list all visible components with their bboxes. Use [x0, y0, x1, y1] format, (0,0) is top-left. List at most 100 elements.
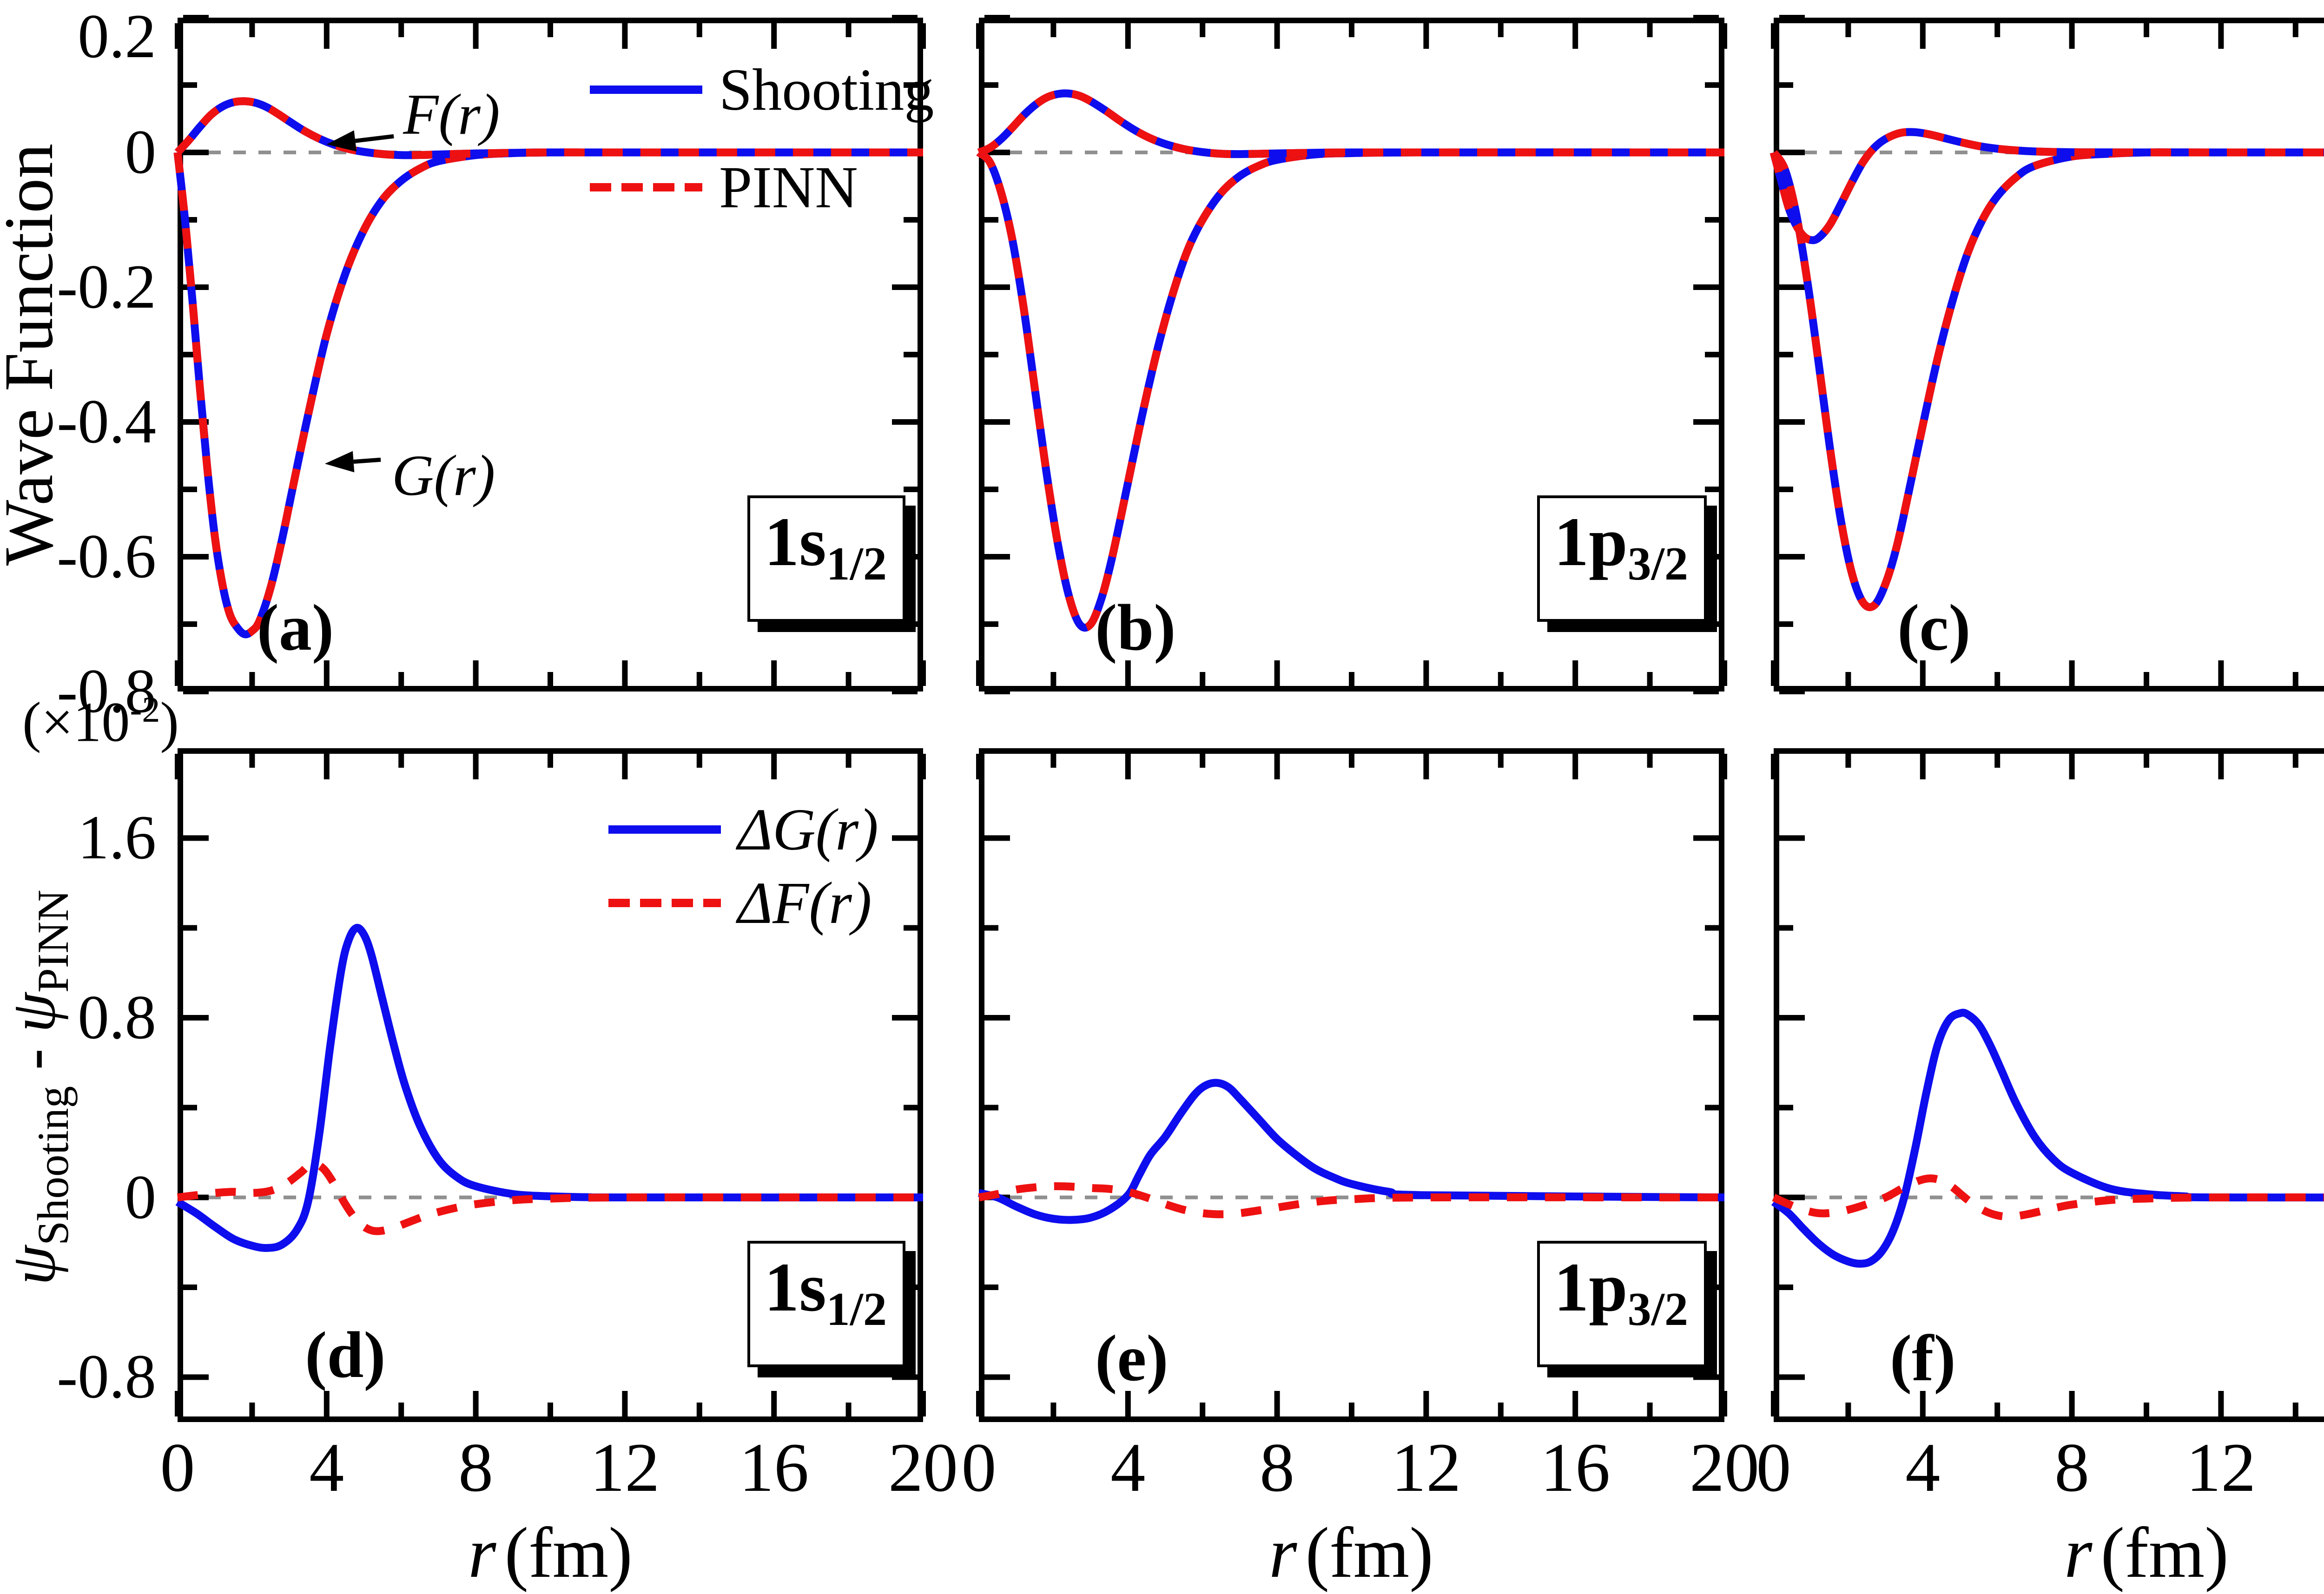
annotation-arrow-line	[353, 457, 381, 464]
x-tick-label-4: 4	[1905, 1429, 1941, 1506]
y-tick-label--0.8: -0.8	[57, 1342, 156, 1412]
state-main: 1s	[764, 1249, 826, 1326]
x-tick-label-20: 20	[1690, 1429, 1759, 1506]
panel-1s12-difference: ΔG(r) ΔF(r) 1s1/2 (d)	[175, 748, 926, 1422]
state-main: 1p	[1554, 503, 1628, 580]
legend-item-ΔF(r): ΔF(r)	[608, 868, 878, 938]
panel-letter-a: (a)	[257, 591, 334, 665]
panel-1p12-wavefunction: 1p1/2(c)	[1769, 15, 2324, 694]
y-tick-label-0.2: 0.2	[78, 2, 156, 71]
legend-item-Shooting: Shooting	[590, 55, 934, 125]
legend-item-PINN: PINN	[590, 152, 934, 222]
x-axis-variable: r	[1269, 1513, 1297, 1593]
legend-label: PINN	[719, 154, 858, 220]
plot-frame	[979, 18, 1724, 692]
annotation-arrow-line	[355, 134, 394, 143]
y-tick-label--0.4: -0.4	[57, 387, 156, 456]
multiplier-post: )	[160, 691, 179, 754]
curve-pinn-F(r)	[1769, 128, 2324, 244]
annotation-text: F(r)	[403, 83, 500, 147]
state-subscript: 1/2	[826, 538, 887, 590]
plot-canvas-b	[976, 15, 1727, 694]
panel-letter-f: (f)	[1889, 1321, 1956, 1395]
curve-pinn-F(r)	[977, 89, 1724, 158]
y-tick-label-0: 0	[125, 1162, 157, 1232]
legend-item-ΔG(r): ΔG(r)	[608, 795, 878, 864]
curve-shooting-G(r)	[1770, 148, 2324, 612]
row1-y-axis-title: Wave Function	[0, 143, 67, 566]
solid-line-sample	[608, 825, 721, 834]
psi-pinn-subscript: PINN	[28, 889, 78, 993]
x-axis-title-left: r (fm)	[468, 1511, 633, 1594]
curve-shooting-ΔG(r)	[1771, 1008, 2324, 1268]
curve-pinn-ΔF(r)	[978, 1182, 1725, 1219]
panel-letter-d: (d)	[305, 1318, 386, 1391]
curve-pinn-G(r)	[976, 148, 1725, 632]
state-subscript: 1/2	[826, 1283, 887, 1336]
panel-letter-e: (e)	[1095, 1321, 1169, 1395]
x-axis-unit: (fm)	[2100, 1513, 2229, 1593]
state-badge-1p3/2: 1p3/2	[1537, 1241, 1707, 1367]
plot-canvas-c	[1769, 15, 2324, 694]
plot-canvas-d	[175, 748, 926, 1422]
legend: ΔG(r) ΔF(r)	[608, 795, 878, 938]
state-subscript: 3/2	[1627, 538, 1688, 590]
y-tick-label-0.8: 0.8	[78, 983, 156, 1052]
panel-1p32-wavefunction: 1p3/2 (b)	[976, 15, 1727, 694]
panel-letter-b: (b)	[1095, 591, 1176, 665]
state-badge-1s1/2: 1s1/2	[747, 1241, 905, 1367]
panel-1p12-difference: 1p1/2(f)	[1771, 748, 2324, 1422]
legend-label: ΔF(r)	[738, 869, 872, 936]
x-tick-label-0: 0	[961, 1429, 997, 1506]
annotation-text: G(r)	[392, 444, 495, 508]
x-tick-label-8: 8	[1260, 1429, 1295, 1506]
plot-frame	[1774, 748, 2324, 1422]
curve-shooting-F(r)	[977, 89, 1724, 158]
annotation-arrow-head	[326, 130, 357, 152]
x-tick-label-12: 12	[2186, 1429, 2256, 1506]
x-tick-label-20: 20	[888, 1429, 958, 1506]
x-tick-label-12: 12	[1391, 1429, 1461, 1506]
legend-label: Shooting	[719, 56, 934, 123]
curve-shooting-ΔG(r)	[978, 1079, 1725, 1224]
plot-frame	[979, 748, 1724, 1422]
state-badge-1p3/2: 1p3/2	[1537, 495, 1707, 622]
state-badge-1s1/2: 1s1/2	[747, 495, 905, 622]
plot-frame	[178, 18, 923, 692]
y-tick-label--0.6: -0.6	[57, 522, 156, 591]
x-axis-variable: r	[468, 1513, 496, 1593]
x-tick-label-16: 16	[739, 1429, 809, 1506]
state-main: 1s	[764, 503, 826, 580]
plot-frame	[178, 748, 923, 1422]
annotation-arrow-head	[324, 451, 355, 473]
plot-canvas-e	[976, 748, 1727, 1422]
panel-1p32-difference: 1p3/2 (e)	[976, 748, 1727, 1422]
panel-letter-c: (c)	[1897, 591, 1971, 665]
x-tick-label-16: 16	[1540, 1429, 1611, 1506]
multiplier-pre: (×10	[22, 691, 130, 754]
x-tick-label-12: 12	[590, 1429, 660, 1506]
x-axis-unit: (fm)	[504, 1513, 633, 1593]
curve-shooting-ΔG(r)	[175, 923, 924, 1252]
curve-pinn-ΔF(r)	[177, 1159, 924, 1235]
legend: Shooting PINN	[590, 55, 934, 222]
y-tick-label--0.8: -0.8	[57, 657, 156, 726]
multiplier-exponent: -2	[130, 689, 160, 730]
x-tick-label-8: 8	[458, 1429, 494, 1506]
x-tick-label-4: 4	[1110, 1429, 1146, 1506]
x-tick-label-0: 0	[160, 1429, 195, 1506]
curve-pinn-ΔF(r)	[1772, 1174, 2324, 1221]
y-tick-label--0.2: -0.2	[57, 252, 156, 322]
panel-1s12-wavefunction: F(r) G(r) Shooting PINN 1s1/2 (a)	[173, 15, 934, 694]
x-axis-title-middle: r (fm)	[1269, 1511, 1433, 1594]
state-subscript: 3/2	[1627, 1283, 1688, 1336]
row2-axis-multiplier: (×10-2)	[22, 689, 179, 755]
legend-label: ΔG(r)	[738, 796, 878, 863]
x-tick-label-4: 4	[309, 1429, 344, 1506]
y-tick-label-1.6: 1.6	[78, 803, 156, 873]
psi-shooting-symbol: ψ	[0, 1245, 69, 1285]
x-axis-unit: (fm)	[1305, 1513, 1433, 1593]
plot-canvas-f	[1771, 748, 2324, 1422]
dashed-line-sample	[608, 899, 721, 907]
